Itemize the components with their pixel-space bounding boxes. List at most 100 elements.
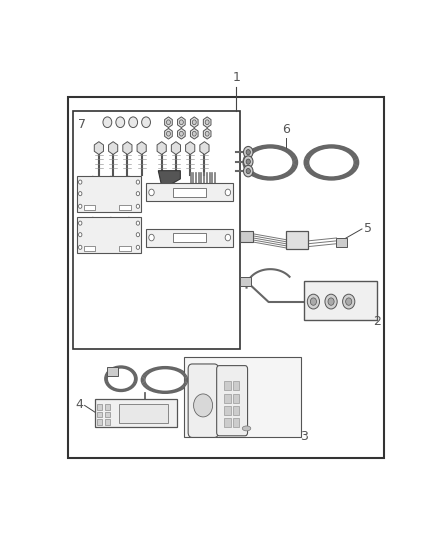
- Bar: [304, 281, 377, 320]
- Polygon shape: [165, 128, 172, 139]
- Polygon shape: [177, 117, 185, 127]
- Circle shape: [78, 204, 82, 208]
- Bar: [224, 418, 230, 427]
- Circle shape: [78, 191, 82, 196]
- Bar: [146, 229, 233, 247]
- Circle shape: [244, 147, 253, 158]
- Circle shape: [246, 150, 251, 155]
- Circle shape: [246, 168, 251, 174]
- Circle shape: [166, 131, 170, 136]
- Circle shape: [136, 191, 140, 196]
- Circle shape: [343, 294, 355, 309]
- Bar: [240, 277, 251, 286]
- Circle shape: [244, 165, 253, 177]
- Polygon shape: [165, 117, 172, 127]
- Bar: [336, 238, 347, 247]
- Bar: [97, 411, 102, 417]
- Polygon shape: [137, 142, 146, 155]
- Bar: [173, 233, 206, 243]
- Circle shape: [225, 189, 230, 196]
- Polygon shape: [94, 142, 103, 155]
- Circle shape: [149, 189, 154, 196]
- Polygon shape: [191, 128, 198, 139]
- Circle shape: [325, 294, 337, 309]
- Circle shape: [136, 221, 140, 225]
- Bar: [119, 404, 168, 424]
- Circle shape: [129, 117, 138, 127]
- Bar: [173, 188, 206, 197]
- Bar: [77, 216, 141, 253]
- Bar: [97, 419, 102, 425]
- Circle shape: [180, 131, 184, 136]
- Bar: [84, 205, 95, 209]
- FancyBboxPatch shape: [217, 366, 247, 436]
- Bar: [74, 111, 240, 349]
- Bar: [233, 381, 240, 390]
- Circle shape: [166, 120, 170, 125]
- Circle shape: [78, 221, 82, 225]
- Text: 5: 5: [364, 222, 372, 235]
- Polygon shape: [186, 142, 195, 155]
- Text: 6: 6: [282, 123, 290, 136]
- Bar: [224, 393, 230, 402]
- Bar: [107, 367, 117, 376]
- Circle shape: [205, 120, 209, 125]
- Circle shape: [307, 294, 319, 309]
- Bar: [184, 358, 301, 438]
- Circle shape: [78, 180, 82, 184]
- Circle shape: [149, 235, 154, 241]
- Circle shape: [205, 131, 209, 136]
- Polygon shape: [203, 117, 211, 127]
- Polygon shape: [157, 142, 166, 155]
- Text: 2: 2: [373, 315, 381, 328]
- Text: 4: 4: [76, 398, 84, 411]
- Circle shape: [192, 131, 196, 136]
- Bar: [224, 406, 230, 415]
- Text: 1: 1: [233, 71, 240, 84]
- Bar: [77, 175, 141, 212]
- Circle shape: [103, 117, 112, 127]
- Circle shape: [192, 120, 196, 125]
- Bar: [119, 205, 131, 209]
- Text: 7: 7: [78, 118, 86, 131]
- Circle shape: [311, 298, 317, 305]
- Polygon shape: [203, 128, 211, 139]
- Text: 3: 3: [300, 430, 308, 443]
- FancyBboxPatch shape: [188, 364, 219, 438]
- Bar: [105, 404, 110, 409]
- Circle shape: [328, 298, 334, 305]
- Polygon shape: [123, 142, 132, 155]
- Bar: [146, 183, 233, 201]
- Circle shape: [136, 232, 140, 237]
- Bar: [224, 381, 230, 390]
- Polygon shape: [171, 142, 180, 155]
- Circle shape: [194, 394, 212, 417]
- Bar: [233, 393, 240, 402]
- Bar: [95, 399, 177, 427]
- Bar: [84, 246, 95, 251]
- Bar: [105, 419, 110, 425]
- Bar: [240, 231, 253, 243]
- Bar: [119, 246, 131, 251]
- Circle shape: [78, 245, 82, 249]
- Circle shape: [180, 120, 184, 125]
- Circle shape: [244, 156, 253, 167]
- Bar: [286, 231, 308, 249]
- Bar: [105, 411, 110, 417]
- Polygon shape: [109, 142, 118, 155]
- Circle shape: [225, 235, 230, 241]
- Bar: [233, 418, 240, 427]
- Circle shape: [136, 245, 140, 249]
- Bar: [97, 404, 102, 409]
- Circle shape: [78, 232, 82, 237]
- Polygon shape: [177, 128, 185, 139]
- Polygon shape: [158, 171, 180, 189]
- Circle shape: [246, 159, 251, 164]
- Circle shape: [346, 298, 352, 305]
- Polygon shape: [200, 142, 209, 155]
- Circle shape: [136, 204, 140, 208]
- Circle shape: [116, 117, 125, 127]
- Ellipse shape: [242, 426, 251, 431]
- Circle shape: [136, 180, 140, 184]
- Bar: [189, 190, 219, 195]
